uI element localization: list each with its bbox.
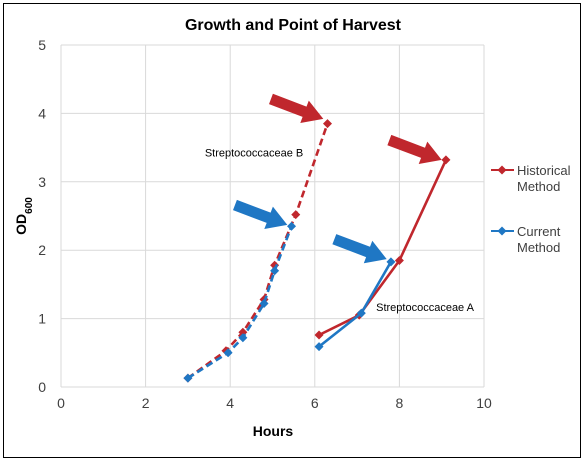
series-1-point-4 — [270, 266, 280, 276]
y-axis-label: OD600 — [13, 197, 35, 235]
x-tick-label-2: 4 — [226, 395, 234, 411]
legend-label-current-1: Current — [517, 224, 561, 239]
annotation-streptococcaceae-b: Streptococcaceae B — [205, 147, 303, 159]
y-tick-label-1: 1 — [38, 311, 46, 327]
series-2-point-0 — [314, 330, 324, 340]
harvest-arrow-2 — [233, 199, 288, 229]
grid — [60, 44, 485, 388]
legend-label-historical-1: Historical — [517, 163, 571, 178]
x-tick-label-3: 6 — [311, 395, 319, 411]
series-2-point-2 — [394, 255, 404, 265]
legend-item-current: Current Method — [491, 224, 561, 255]
annotation-streptococcaceae-a: Streptococcaceae A — [376, 302, 475, 314]
series-1-point-2 — [238, 333, 248, 343]
x-tick-label-4: 8 — [396, 395, 404, 411]
legend: Historical Method Current Method — [491, 163, 571, 255]
series-1-point-1 — [223, 348, 233, 358]
series-1-point-5 — [287, 221, 297, 231]
series-2-point-3 — [441, 155, 451, 165]
harvest-arrow-0 — [269, 93, 324, 123]
legend-marker-current — [497, 226, 507, 236]
harvest-arrow-3 — [332, 234, 387, 264]
y-tick-label-4: 4 — [38, 105, 46, 121]
y-tick-label-3: 3 — [38, 174, 46, 190]
y-axis-label-main: OD — [13, 214, 29, 235]
harvest-arrow-1 — [387, 134, 442, 164]
x-tick-label-1: 2 — [142, 395, 150, 411]
y-tick-label-5: 5 — [38, 37, 46, 53]
chart-title: Growth and Point of Harvest — [185, 17, 402, 34]
arrows-layer — [233, 93, 442, 264]
x-tick-label-5: 10 — [476, 395, 492, 411]
series-0-point-6 — [322, 119, 332, 129]
legend-item-historical: Historical Method — [491, 163, 571, 194]
legend-label-historical-2: Method — [517, 179, 560, 194]
series-1-point-3 — [259, 299, 269, 309]
chart-frame — [3, 3, 581, 458]
series-3-point-1 — [356, 308, 366, 318]
series-0-point-5 — [291, 210, 301, 220]
y-tick-label-2: 2 — [38, 242, 46, 258]
legend-label-current-2: Method — [517, 240, 560, 255]
x-axis-label: Hours — [253, 423, 294, 439]
series-layer — [183, 119, 451, 383]
y-tick-label-0: 0 — [38, 379, 46, 395]
series-3-point-2 — [386, 257, 396, 267]
series-line-0 — [187, 123, 329, 380]
series-line-2 — [318, 159, 448, 337]
series-line-1 — [187, 225, 293, 380]
ticks-layer: 0 2 4 6 8 10 0 1 2 3 4 5 — [38, 37, 492, 411]
x-tick-label-0: 0 — [57, 395, 65, 411]
legend-marker-historical — [497, 165, 507, 175]
series-3-point-0 — [314, 342, 324, 352]
y-axis-label-sub: 600 — [24, 197, 35, 214]
series-1-point-0 — [183, 373, 193, 383]
